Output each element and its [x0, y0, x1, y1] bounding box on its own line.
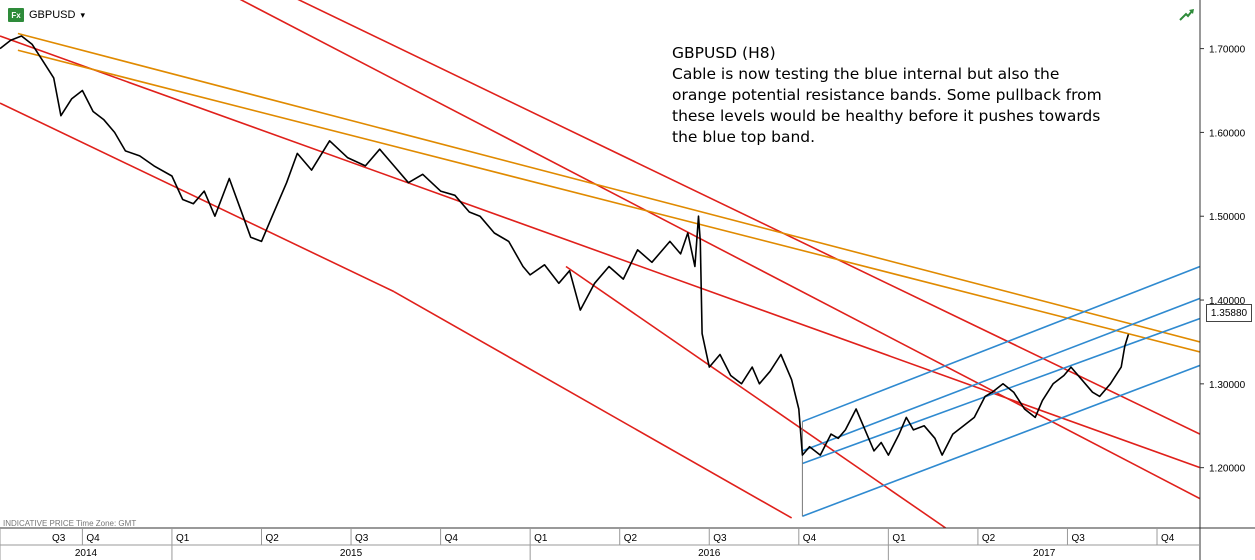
quarter-label: Q4 — [445, 533, 459, 544]
quarter-label: Q4 — [803, 533, 817, 544]
quarter-label: Q3 — [1071, 533, 1085, 544]
trendline-blue-9 — [802, 297, 1200, 452]
year-label: 2016 — [698, 548, 721, 559]
trendline-red-1 — [0, 102, 395, 293]
trend-up-icon[interactable] — [1178, 8, 1196, 22]
symbol-selector[interactable]: Fx GBPUSD ▾ — [8, 8, 85, 22]
trendline-blue-11 — [802, 364, 1200, 518]
trendline-red-4 — [297, 0, 1200, 435]
quarter-label: Q1 — [534, 533, 548, 544]
year-label: 2014 — [75, 548, 98, 559]
year-label: 2017 — [1033, 548, 1056, 559]
annotation-title: GBPUSD (H8) — [672, 44, 776, 62]
y-tick-label: 1.20000 — [1209, 464, 1246, 475]
quarter-label: Q2 — [982, 533, 996, 544]
trendline-orange-7 — [17, 49, 1200, 353]
footer-note: INDICATIVE PRICE Time Zone: GMT — [3, 519, 137, 528]
trendline-blue-8 — [802, 265, 1200, 423]
trendline-orange-6 — [17, 32, 1200, 343]
quarter-label: Q3 — [713, 533, 727, 544]
y-tick-label: 1.40000 — [1209, 296, 1246, 307]
trendline-blue-10 — [802, 317, 1200, 465]
y-tick-label: 1.60000 — [1209, 128, 1246, 139]
quarter-label: Q3 — [355, 533, 369, 544]
analysis-annotation: GBPUSD (H8) Cable is now testing the blu… — [672, 43, 1112, 148]
quarter-label: Q2 — [265, 533, 279, 544]
chevron-down-icon[interactable]: ▾ — [80, 9, 85, 20]
price-line — [0, 35, 1130, 456]
current-price-label: 1.35880 — [1206, 304, 1252, 322]
quarter-label: Q2 — [624, 533, 638, 544]
fx-badge-icon: Fx — [8, 8, 24, 22]
trendline-red-2 — [393, 290, 793, 519]
annotation-text: Cable is now testing the blue internal b… — [672, 65, 1102, 146]
quarter-label: Q1 — [176, 533, 190, 544]
trendline-red-0 — [0, 35, 1200, 469]
y-tick-label: 1.70000 — [1209, 45, 1246, 56]
quarter-label: Q1 — [892, 533, 906, 544]
quarter-label: Q4 — [1161, 533, 1175, 544]
quarter-label: Q4 — [86, 533, 100, 544]
trendline-red-3 — [239, 0, 1200, 500]
year-label: 2015 — [340, 548, 363, 559]
quarter-label: Q3 — [52, 533, 66, 544]
trendline-red-5 — [565, 265, 947, 528]
symbol-label: GBPUSD — [29, 9, 76, 21]
y-tick-label: 1.30000 — [1209, 380, 1246, 391]
y-tick-label: 1.50000 — [1209, 212, 1246, 223]
